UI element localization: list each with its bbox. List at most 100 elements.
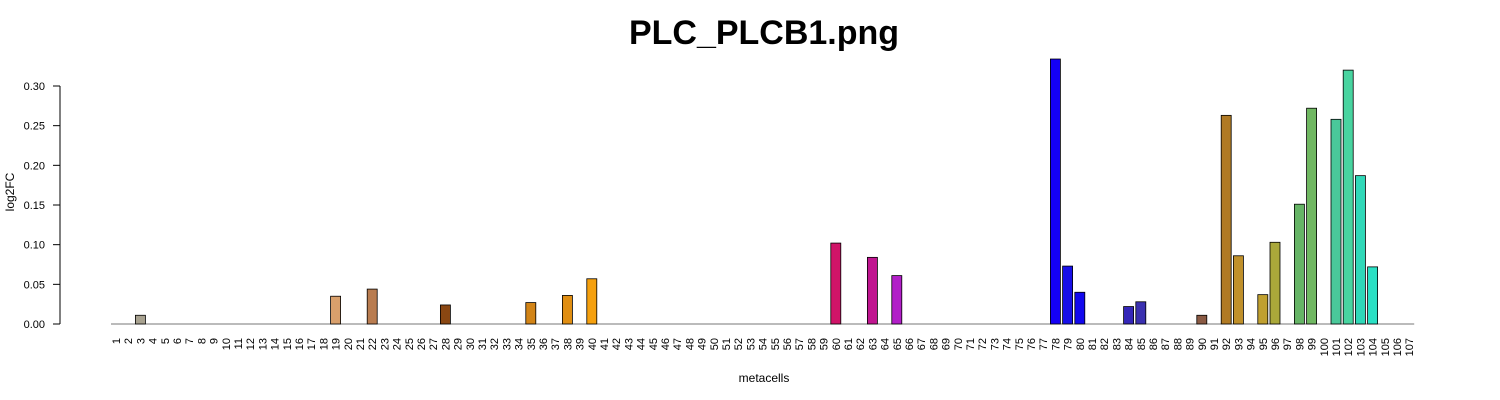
x-tick-label: 67 [916, 338, 928, 350]
bar-60 [830, 242, 842, 325]
x-tick-label: 40 [587, 338, 599, 350]
x-tick-label: 22 [367, 338, 379, 350]
x-tick-label: 17 [306, 338, 318, 350]
x-tick-label: 18 [318, 338, 330, 350]
x-tick-label: 91 [1209, 338, 1221, 350]
y-tick-label: 0.00 [24, 319, 45, 331]
x-tick-label: 20 [343, 338, 355, 350]
x-tick-label: 41 [599, 338, 611, 350]
x-tick-label: 105 [1380, 338, 1392, 356]
x-tick-label: 79 [1063, 338, 1075, 350]
x-tick-label: 77 [1038, 338, 1050, 350]
y-axis: 0.00 0.05 0.10 0.15 0.20 0.25 0.30 [24, 81, 61, 331]
x-tick-label: 69 [941, 338, 953, 350]
x-axis-label: metacells [739, 371, 790, 385]
x-tick-label: 68 [928, 338, 940, 350]
bar-101 [1330, 118, 1342, 325]
chart-title: PLC_PLCB1.png [629, 14, 899, 52]
x-tick-label: 61 [843, 338, 855, 350]
bar-84 [1123, 306, 1134, 325]
x-tick-label: 39 [575, 338, 587, 350]
x-tick-label: 64 [880, 338, 892, 350]
bar-38 [562, 295, 573, 325]
bar-95 [1257, 294, 1269, 325]
x-tick-label: 73 [989, 338, 1001, 350]
x-tick-label: 21 [355, 338, 367, 350]
x-tick-label: 100 [1319, 338, 1331, 356]
x-tick-label: 19 [331, 338, 343, 350]
x-tick-label: 97 [1282, 338, 1294, 350]
x-tick-label: 71 [965, 338, 977, 350]
x-tick-label: 8 [196, 338, 208, 344]
x-tick-label: 53 [745, 338, 757, 350]
x-tick-label: 7 [184, 338, 196, 344]
x-tick-label: 103 [1355, 338, 1367, 356]
x-tick-label: 26 [416, 338, 428, 350]
x-tick-label: 74 [1002, 338, 1014, 350]
y-tick-label: 0.30 [24, 81, 45, 93]
x-tick-label: 16 [294, 338, 306, 350]
x-tick-label: 75 [1014, 338, 1026, 350]
x-tick-label: 92 [1221, 338, 1233, 350]
bar-40 [586, 278, 598, 325]
x-tick-label: 93 [1233, 338, 1245, 350]
bar-102 [1342, 69, 1354, 325]
x-tick-label: 104 [1368, 338, 1380, 356]
x-tick-label: 5 [160, 338, 172, 344]
bar-19 [330, 295, 342, 325]
x-tick-label: 1 [111, 338, 123, 344]
x-tick-label: 35 [526, 338, 538, 350]
bar-22 [366, 288, 378, 325]
x-tick-label: 78 [1050, 338, 1062, 350]
x-tick-label: 85 [1136, 338, 1148, 350]
x-tick-label: 83 [1111, 338, 1123, 350]
x-tick-label: 3 [135, 338, 147, 344]
x-tick-label: 13 [257, 338, 269, 350]
x-tick-label: 49 [697, 338, 709, 350]
y-tick-label: 0.20 [24, 160, 45, 172]
x-tick-label: 14 [270, 338, 282, 350]
x-tick-label: 48 [684, 338, 696, 350]
bar-63 [867, 256, 878, 325]
x-tick-label: 10 [221, 338, 233, 350]
bar-79 [1062, 265, 1073, 325]
x-tick-label: 42 [611, 338, 623, 350]
x-tick-label: 86 [1148, 338, 1160, 350]
x-tick-label: 90 [1197, 338, 1209, 350]
bar-104 [1367, 266, 1378, 325]
x-tick-label: 106 [1392, 338, 1404, 356]
x-tick-label: 63 [867, 338, 879, 350]
x-tick-label: 37 [550, 338, 562, 350]
x-tick-label: 101 [1331, 338, 1343, 356]
x-tick-label: 87 [1160, 338, 1172, 350]
x-tick-label: 23 [379, 338, 391, 350]
x-tick-label: 44 [636, 338, 648, 350]
x-tick-label: 98 [1294, 338, 1306, 350]
x-tick-label: 94 [1246, 338, 1258, 350]
x-tick-label: 47 [672, 338, 684, 350]
x-tick-label: 31 [477, 338, 489, 350]
y-axis-label: log2FC [3, 172, 17, 211]
x-tick-label: 2 [123, 338, 135, 344]
bar-99 [1306, 107, 1317, 325]
x-tick-label: 72 [977, 338, 989, 350]
bars [111, 58, 1415, 325]
bar-90 [1196, 314, 1208, 325]
x-tick-label: 9 [209, 338, 221, 344]
x-tick-label: 24 [392, 338, 404, 350]
y-tick-label: 0.15 [24, 200, 45, 212]
x-tick-label: 27 [428, 338, 440, 350]
x-tick-label: 57 [794, 338, 806, 350]
x-tick-label: 34 [514, 338, 526, 350]
bar-78 [1050, 58, 1061, 325]
bar-65 [891, 275, 903, 325]
x-tick-label: 55 [770, 338, 782, 350]
bar-3 [134, 314, 146, 325]
x-tick-label: 11 [233, 338, 245, 349]
bar-28 [439, 304, 451, 325]
x-tick-label: 6 [172, 338, 184, 344]
y-tick-label: 0.25 [24, 121, 45, 133]
x-tick-label: 54 [758, 338, 770, 350]
bar-96 [1269, 241, 1281, 325]
